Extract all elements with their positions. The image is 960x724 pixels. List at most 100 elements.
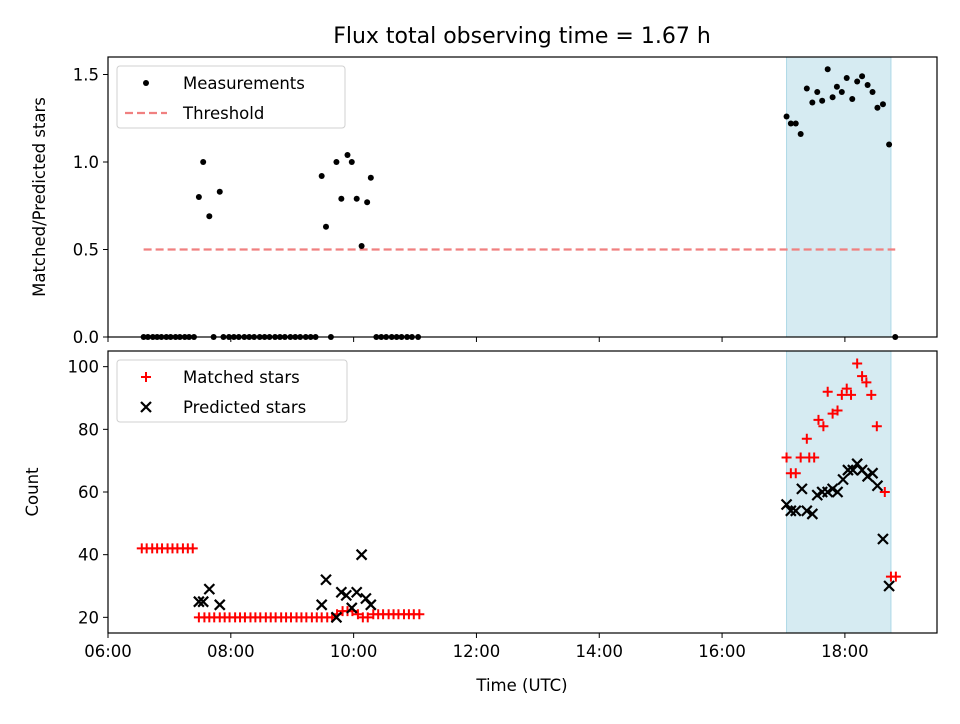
measurement-point: [809, 99, 816, 106]
y-tick-label: 0.0: [73, 328, 99, 347]
measurement-point: [333, 159, 340, 165]
matched-star-point: [362, 612, 373, 623]
matched-star-point: [832, 405, 843, 416]
matched-star-point: [879, 487, 890, 497]
measurement-point: [195, 194, 202, 200]
measurement-point: [879, 101, 886, 108]
measurement-point: [869, 89, 876, 95]
predicted-star-point: [842, 464, 854, 476]
measurement-point: [843, 75, 850, 81]
matched-star-point: [836, 389, 847, 400]
top-panel-ylabel: Matched/Predicted stars: [30, 97, 49, 297]
predicted-star-point: [213, 599, 226, 611]
predicted-star-point: [320, 573, 332, 586]
matched-star-point: [818, 421, 829, 432]
predicted-star-point: [203, 583, 216, 595]
matched-star-point: [861, 377, 872, 388]
y-tick-label: 0.5: [73, 241, 99, 260]
legend-box: [116, 65, 346, 129]
measurement-point: [819, 97, 826, 104]
predicted-star-point: [877, 533, 889, 545]
y-tick-label: 40: [78, 546, 99, 565]
measurement-point: [338, 195, 345, 202]
predicted-star-point: [197, 595, 209, 608]
measurement-point: [833, 83, 840, 90]
measurement-point: [344, 152, 351, 158]
measurement-point: [322, 223, 329, 230]
y-tick-label: 60: [78, 483, 99, 502]
predicted-star-point: [789, 505, 802, 517]
axes-frame: [107, 350, 938, 634]
x-tick-label: 08:00: [207, 642, 255, 661]
legend-label: Measurements: [183, 74, 305, 93]
matched-star-point: [866, 389, 877, 400]
predicted-star-point: [193, 595, 205, 608]
measurement-point: [849, 96, 856, 102]
measurement-point: [797, 131, 804, 137]
y-tick-label: 1.0: [73, 153, 99, 172]
predicted-star-point: [315, 599, 328, 611]
measurement-point: [358, 243, 365, 249]
legend-marker-matched: [141, 372, 151, 382]
bottom-panel-ylabel: Count: [23, 467, 42, 517]
matched-star-point: [890, 571, 901, 582]
predicted-star-point: [365, 599, 377, 611]
axes-frame: [107, 56, 938, 338]
predicted-star-point: [355, 548, 368, 561]
matched-star-point: [187, 543, 198, 554]
legend-label: Threshold: [182, 104, 264, 123]
predicted-star-point: [796, 483, 808, 495]
matched-star-point: [822, 386, 833, 397]
matched-star-point: [813, 414, 824, 425]
predicted-star-point: [340, 589, 353, 602]
predicted-star-point: [780, 498, 793, 511]
legend: Matched stars Predicted stars: [116, 359, 348, 423]
measurement-point: [886, 141, 893, 148]
legend-box: [116, 359, 348, 423]
legend-marker-measurements: [143, 80, 149, 86]
matched-star-point: [790, 468, 801, 479]
measurement-point: [216, 188, 223, 195]
matched-star-point: [414, 609, 425, 620]
matched-star-point: [871, 421, 882, 432]
matched-star-point: [801, 433, 812, 444]
measurement-point: [348, 159, 355, 165]
predicted-star-point: [831, 486, 844, 498]
measurement-point: [838, 89, 845, 95]
matched-star-point: [795, 452, 806, 463]
y-tick-label: 100: [68, 358, 100, 377]
measurement-point: [787, 120, 794, 127]
measurement-point: [824, 66, 831, 73]
y-tick-label: 20: [78, 608, 99, 627]
matched-star-point: [857, 371, 868, 382]
measurement-point: [854, 78, 861, 85]
bottom-panel: Count Time (UTC) 20 40 60 80 100 06:00 08:00 10…: [23, 350, 938, 695]
measurement-point: [353, 195, 360, 202]
predicted-star-point: [350, 586, 363, 599]
predicted-star-point: [847, 464, 859, 476]
measurement-point: [814, 89, 821, 95]
predicted-star-point: [883, 580, 895, 592]
legend-marker-predicted: [140, 401, 152, 413]
measurement-point: [364, 199, 371, 206]
predicted-star-point: [785, 505, 797, 517]
legend-label: Predicted stars: [183, 398, 306, 417]
bottom-panel-xlabel: Time (UTC): [475, 676, 567, 695]
matched-star-point: [841, 383, 852, 394]
x-tick-label: 06:00: [84, 642, 132, 661]
measurement-point: [200, 159, 207, 165]
measurement-point: [803, 85, 810, 92]
predicted-star-point: [837, 473, 849, 486]
predicted-star-point: [806, 508, 819, 520]
y-tick-label: 80: [78, 420, 99, 439]
x-tick-label: 12:00: [453, 642, 501, 661]
measurement-point: [367, 174, 374, 181]
matched-star-point: [846, 389, 857, 400]
measurement-point: [206, 213, 213, 220]
x-tick-label: 16:00: [698, 642, 746, 661]
figure-title: Flux total observing time = 1.67 h: [333, 24, 711, 49]
measurement-point: [792, 120, 799, 127]
highlight-span: [786, 56, 892, 338]
measurement-point: [783, 113, 790, 120]
measurement-point: [864, 82, 871, 88]
